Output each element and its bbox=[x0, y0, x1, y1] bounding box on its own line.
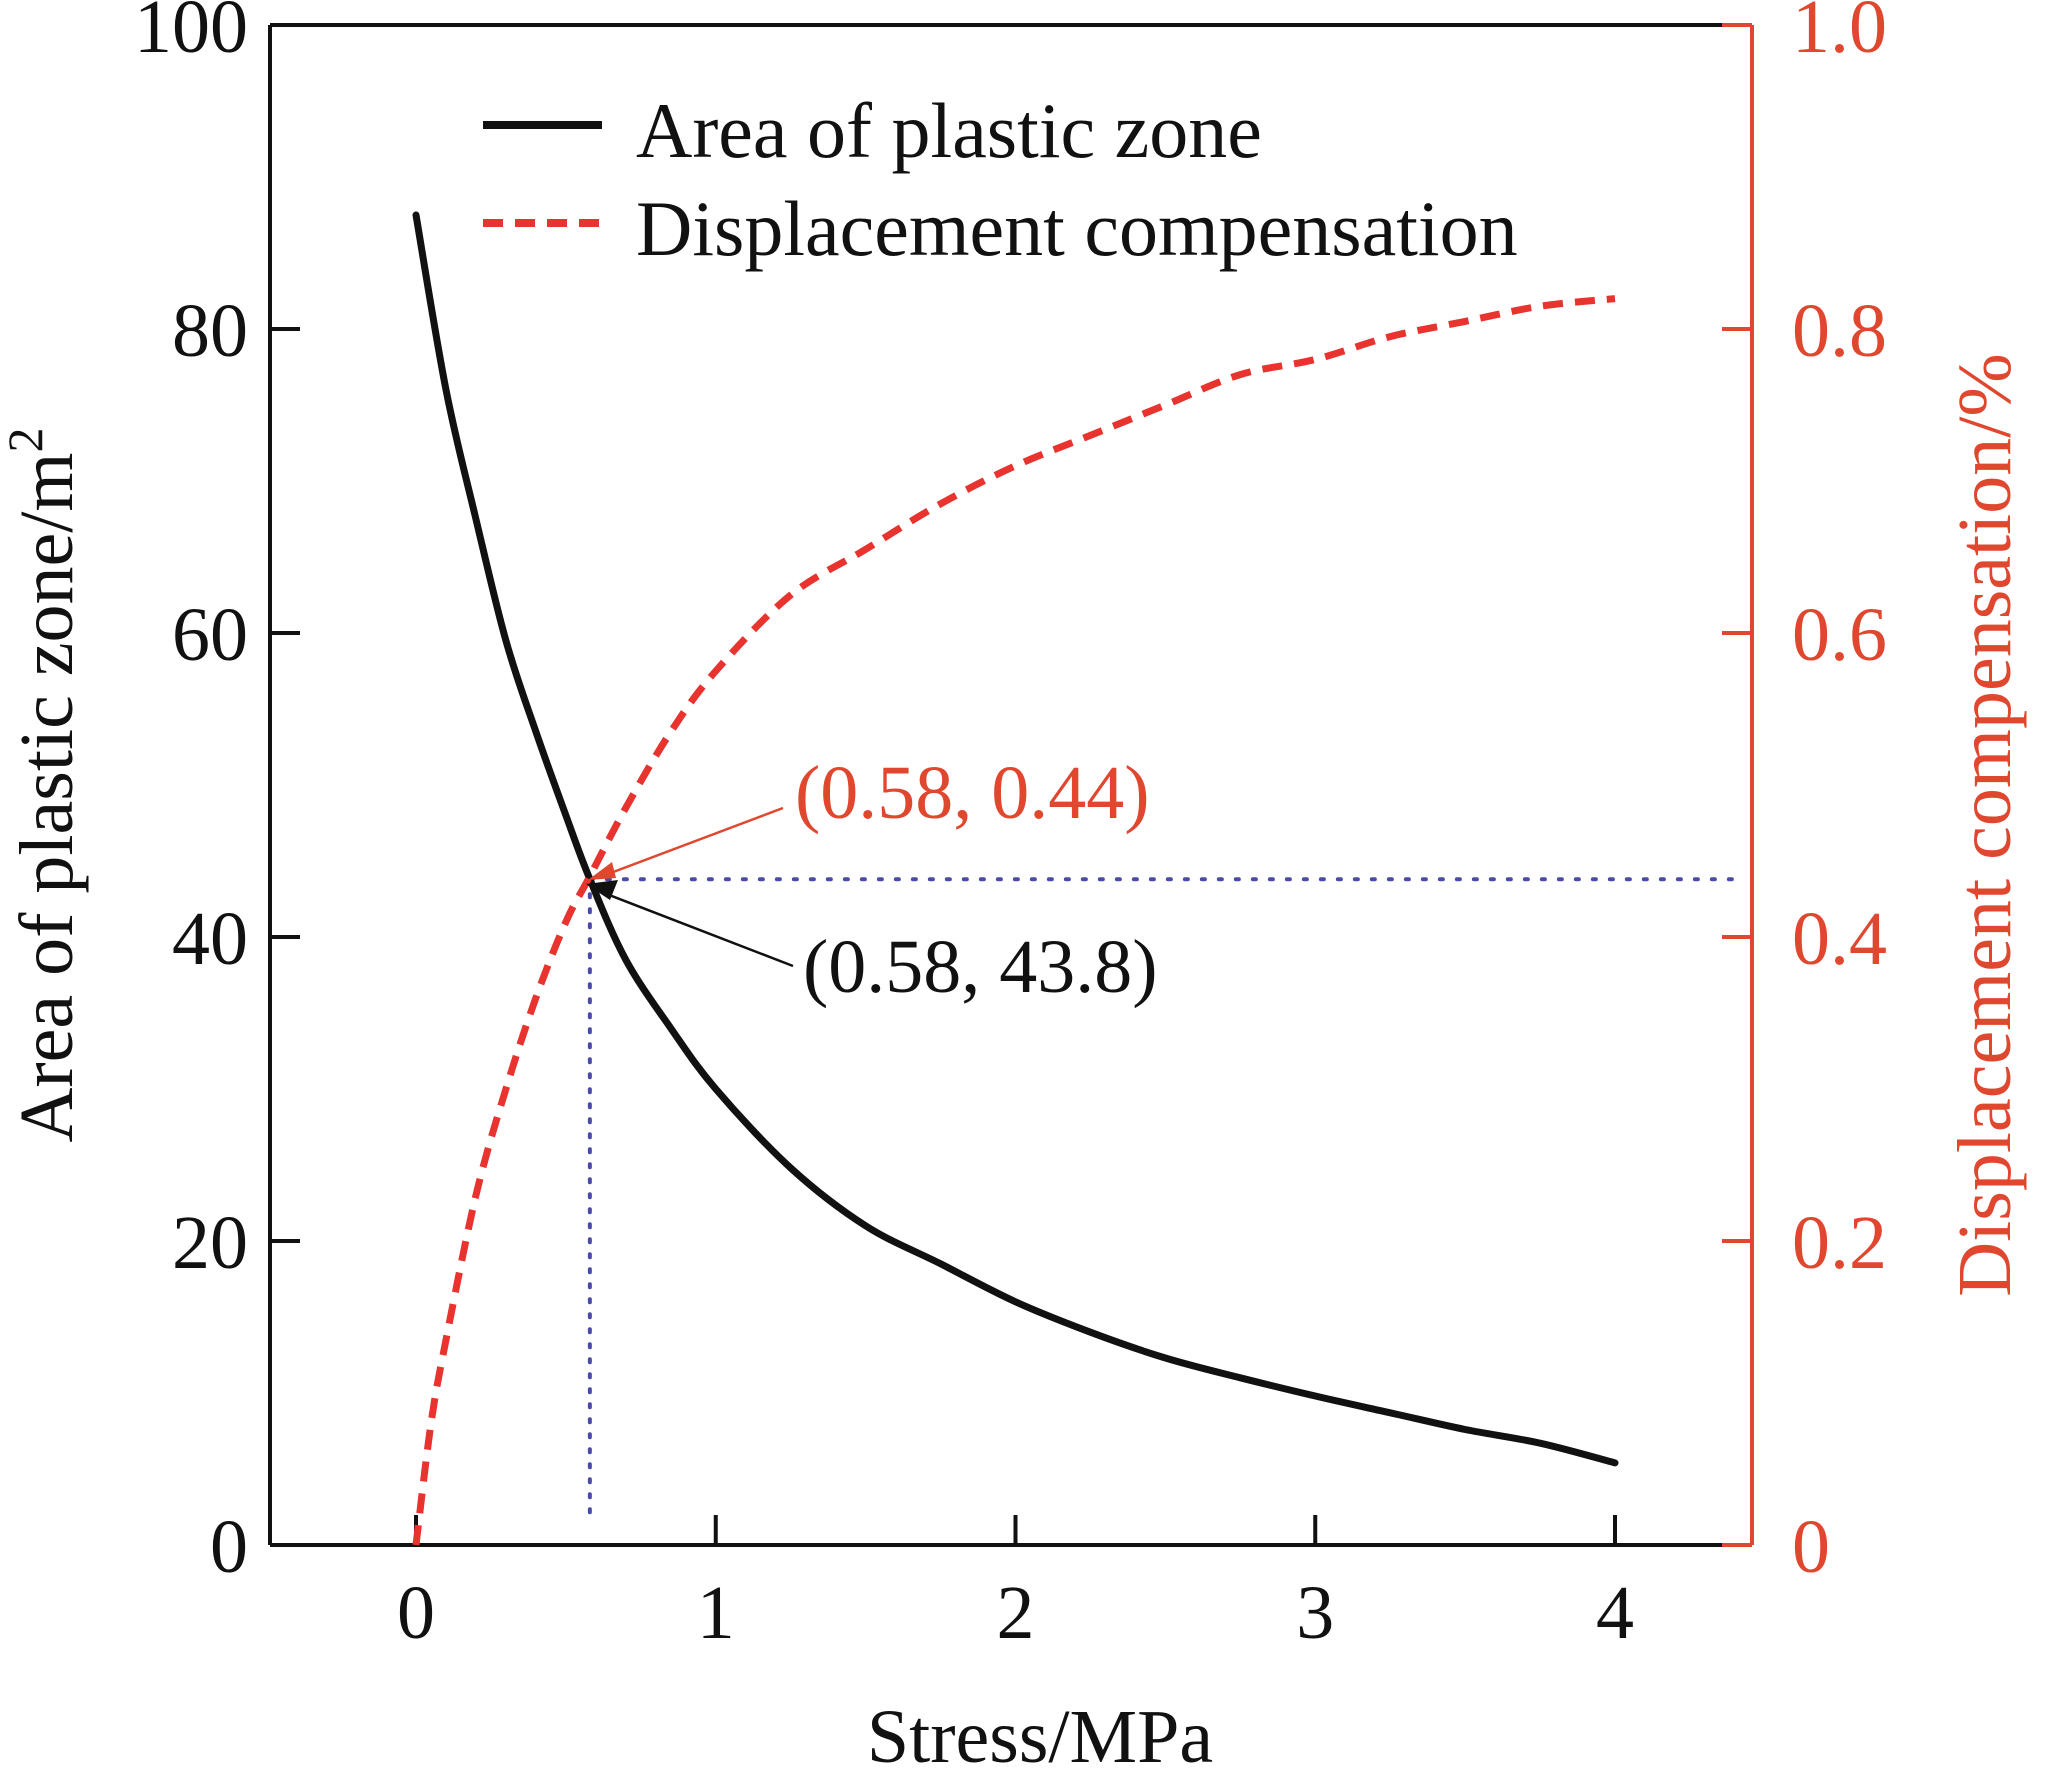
x-tick-label: 3 bbox=[1296, 1571, 1334, 1655]
y-left-ticks: 0 20 40 60 80 100 bbox=[134, 0, 300, 1589]
x-axis-title: Stress/MPa bbox=[867, 1695, 1213, 1772]
annotation-area: (0.58, 43.8) bbox=[586, 880, 1158, 1009]
y-left-tick-label: 80 bbox=[172, 289, 248, 373]
x-tick-label: 2 bbox=[997, 1571, 1035, 1655]
annotation-leader-red bbox=[599, 806, 784, 879]
series-line-area-of-plastic-zone bbox=[412, 211, 1619, 1467]
annotation-displacement: (0.58, 0.44) bbox=[588, 751, 1150, 880]
y-right-tick-label: 0.6 bbox=[1792, 593, 1887, 677]
y-right-tick-label: 0 bbox=[1792, 1505, 1830, 1589]
series-line-displacement-compensation bbox=[412, 295, 1616, 1546]
y-right-tick-label: 0.2 bbox=[1792, 1201, 1887, 1285]
x-tick-label: 4 bbox=[1596, 1571, 1634, 1655]
y-right-tick-label: 0.4 bbox=[1792, 897, 1887, 981]
annotation-leader-black bbox=[603, 891, 794, 968]
y-left-tick-label: 60 bbox=[172, 593, 248, 677]
annotation-label-displacement: (0.58, 0.44) bbox=[795, 751, 1150, 835]
y-right-tick-label: 0.8 bbox=[1792, 289, 1887, 373]
x-ticks: 0 1 2 3 4 bbox=[397, 1515, 1634, 1655]
y-left-tick-label: 40 bbox=[172, 897, 248, 981]
y-axis-left-title-text: Area of plastic zone/m bbox=[5, 452, 89, 1142]
y-left-tick-label: 0 bbox=[210, 1505, 248, 1589]
y-axis-left-title: Area of plastic zone/m2 bbox=[0, 427, 89, 1142]
y-axis-right-title: Displacement compensation/% bbox=[1943, 353, 2027, 1296]
annotation-arrowhead-red bbox=[588, 862, 616, 880]
y-right-ticks: 0 0.2 0.4 0.6 0.8 1.0 bbox=[1722, 0, 1887, 1589]
y-axis-left-title-superscript: 2 bbox=[0, 427, 53, 452]
annotation-arrowhead-black bbox=[586, 880, 618, 900]
y-left-tick-label: 100 bbox=[134, 0, 248, 69]
reference-lines bbox=[587, 877, 1746, 1519]
legend-label-area: Area of plastic zone bbox=[636, 87, 1262, 174]
annotation-label-area: (0.58, 43.8) bbox=[803, 925, 1158, 1009]
y-right-tick-label: 1.0 bbox=[1792, 0, 1887, 69]
y-left-tick-label: 20 bbox=[172, 1201, 248, 1285]
legend: Area of plastic zone Displacement compen… bbox=[483, 87, 1518, 272]
x-tick-label: 1 bbox=[697, 1571, 735, 1655]
x-tick-label: 0 bbox=[397, 1571, 435, 1655]
legend-label-displacement: Displacement compensation bbox=[636, 185, 1518, 272]
